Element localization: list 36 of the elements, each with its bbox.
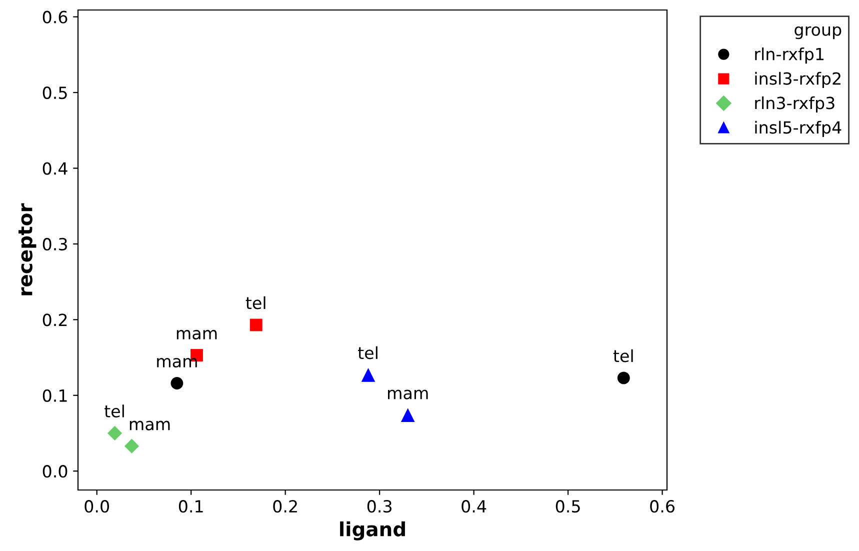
y-tick-label: 0.4	[42, 162, 68, 175]
y-tick-label: 0.1	[42, 389, 67, 402]
y-tick-label: 0.6	[42, 10, 68, 24]
point	[124, 438, 139, 454]
annotation: mam	[388, 390, 428, 400]
x-tick-label: 0.2	[273, 500, 297, 513]
y-tick-label: 0.5	[42, 86, 67, 100]
annotation: tel	[246, 296, 266, 310]
x-axis-title: ligand	[340, 521, 405, 540]
point	[617, 372, 630, 384]
annotation: tel	[104, 404, 124, 418]
legend-label: rln3-rxfp3	[755, 96, 834, 113]
point	[170, 377, 184, 390]
y-axis-title: receptor	[18, 203, 36, 296]
annotation: mam	[157, 358, 197, 368]
legend-label: insl5-rxfp4	[755, 120, 842, 137]
y-tick-label: 0.3	[42, 238, 67, 251]
x-tick-label: 0.5	[556, 500, 580, 513]
annotation: mam	[130, 420, 170, 430]
legend-label: rln-rxfp1	[755, 47, 824, 64]
y-tick-label: 0.2	[42, 314, 67, 326]
legend-label: insl3-rxfp2	[755, 72, 840, 88]
point	[250, 318, 262, 332]
x-tick-label: 0.1	[178, 500, 203, 513]
point	[400, 408, 415, 422]
annotation: tel	[358, 346, 378, 360]
annotation: mam	[176, 330, 217, 340]
point	[361, 368, 376, 382]
x-tick-label: 0.6	[650, 500, 674, 513]
annotation: tel	[613, 349, 633, 362]
x-tick-label: 0.4	[462, 500, 486, 513]
point	[107, 426, 122, 440]
legend-title: group	[794, 26, 842, 40]
y-tick-label: 0.0	[42, 465, 68, 478]
x-tick-label: 0.3	[367, 500, 392, 513]
x-tick-label: 0.0	[84, 500, 109, 513]
